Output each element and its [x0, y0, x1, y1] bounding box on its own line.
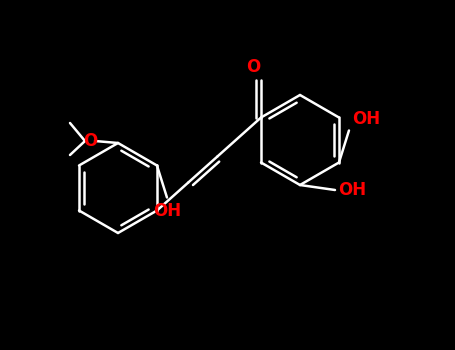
Text: OH: OH — [338, 181, 366, 199]
Text: O: O — [246, 57, 260, 76]
Text: O: O — [83, 132, 97, 150]
Text: OH: OH — [352, 110, 380, 127]
Text: OH: OH — [153, 203, 181, 220]
